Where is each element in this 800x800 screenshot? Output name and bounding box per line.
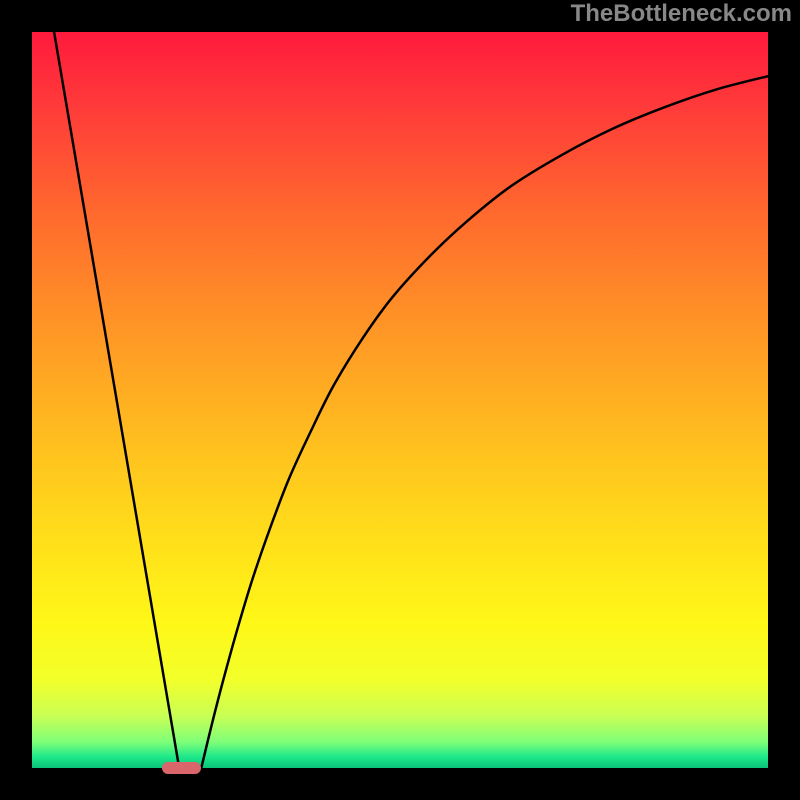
optimum-marker [162,762,200,775]
plot-area [32,32,768,768]
watermark-text: TheBottleneck.com [571,0,792,28]
bottleneck-curve [32,32,768,768]
